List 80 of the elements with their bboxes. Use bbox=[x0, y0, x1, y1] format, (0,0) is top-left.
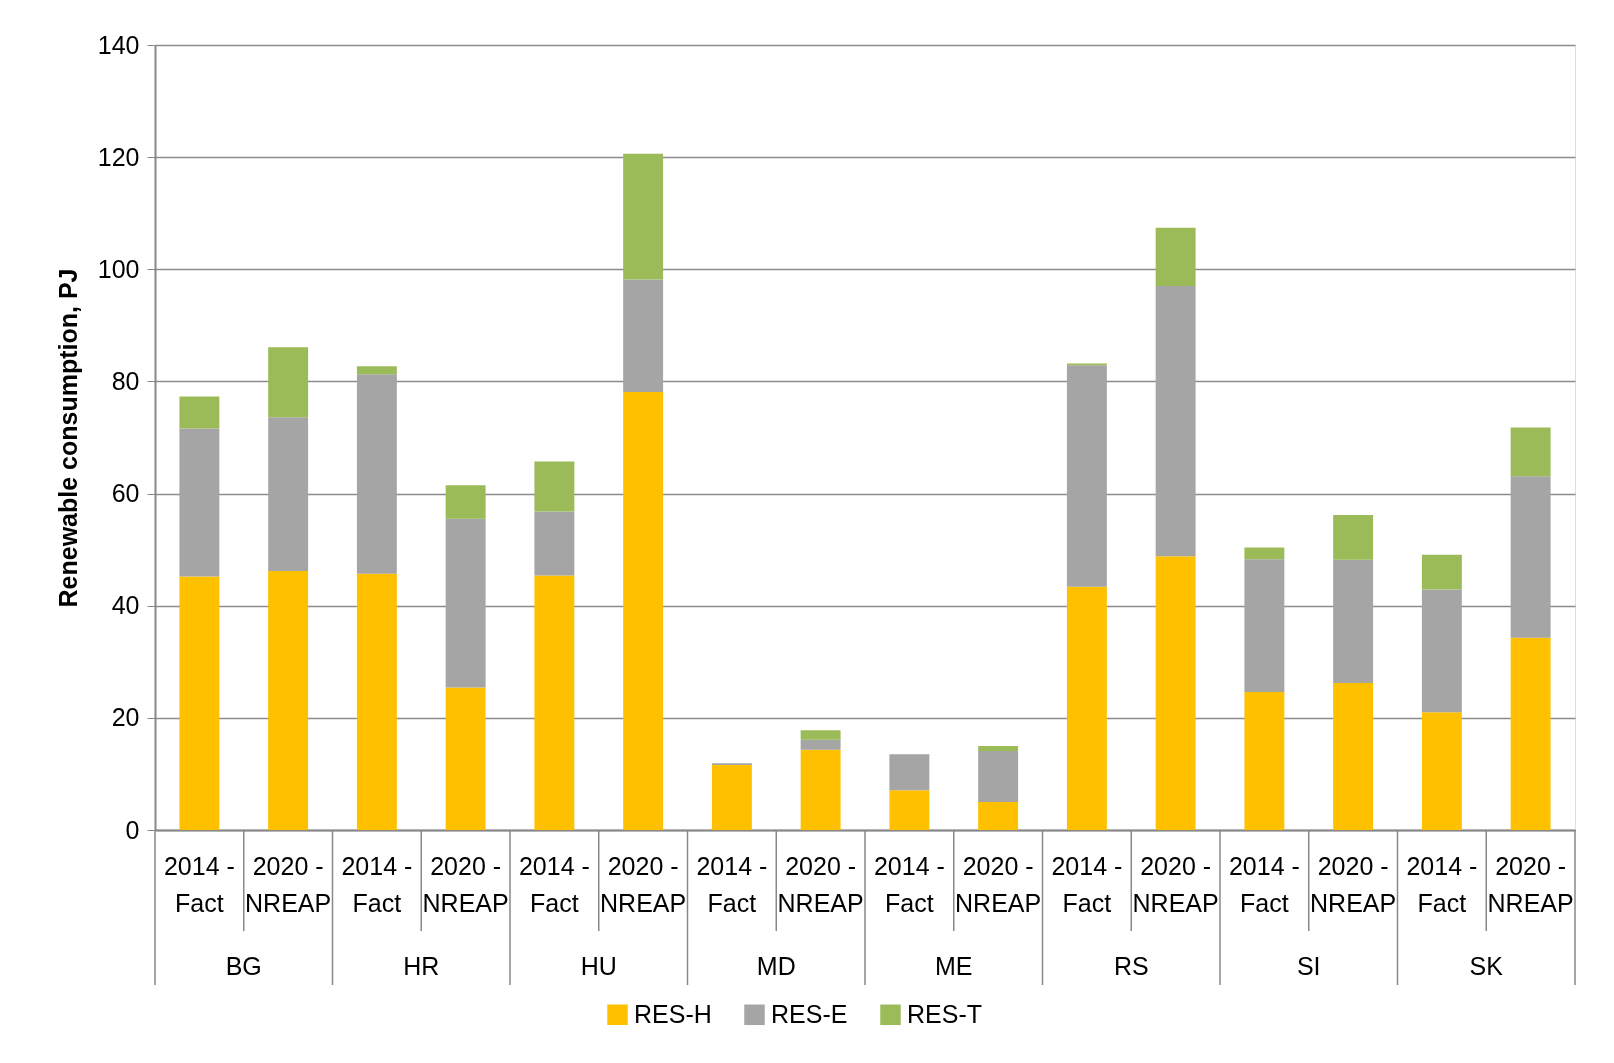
y-tick-label: 40 bbox=[111, 591, 140, 620]
bar bbox=[268, 417, 309, 571]
bar bbox=[179, 428, 220, 577]
bar bbox=[623, 392, 664, 830]
x-tick-label: 2020 - NREAP bbox=[600, 851, 687, 917]
text: BG bbox=[225, 952, 262, 980]
bar bbox=[889, 790, 930, 830]
bar bbox=[1333, 514, 1374, 560]
text: SI bbox=[1296, 952, 1321, 980]
x-tick-label: 2020 - NREAP bbox=[1132, 851, 1219, 917]
bar bbox=[1066, 365, 1107, 587]
y-tick-label: 80 bbox=[111, 366, 140, 395]
bar bbox=[1510, 637, 1551, 830]
legend-label: RES-T bbox=[907, 999, 982, 1028]
bar bbox=[445, 518, 486, 688]
bar bbox=[978, 745, 1019, 751]
y-axis-title: Renewable consumption, PJ bbox=[53, 268, 82, 608]
x-tick-label: 2014 - Fact bbox=[1051, 851, 1123, 917]
x-tick-label: 2014 - Fact bbox=[341, 851, 413, 917]
x-tick-label: 2014 - Fact bbox=[873, 851, 945, 917]
text: SK bbox=[1469, 952, 1504, 980]
bar bbox=[445, 687, 486, 830]
x-tick-label: 2020 - NREAP bbox=[955, 851, 1042, 917]
bar bbox=[1421, 712, 1462, 830]
y-tick-label: 60 bbox=[111, 479, 140, 508]
bar bbox=[800, 749, 841, 830]
x-tick-label: 2014 - Fact bbox=[163, 851, 235, 917]
bar bbox=[179, 576, 220, 830]
text: RS bbox=[1113, 952, 1149, 980]
bar bbox=[1155, 286, 1196, 557]
x-tick-label: 2020 - NREAP bbox=[245, 851, 332, 917]
bar bbox=[1510, 427, 1551, 477]
legend-label: RES-H bbox=[634, 999, 712, 1028]
text: ME bbox=[935, 952, 973, 980]
text: HU bbox=[580, 952, 617, 980]
x-tick-label: 2020 - NREAP bbox=[422, 851, 509, 917]
x-tick-label: 2020 - NREAP bbox=[777, 851, 864, 917]
y-tick-label: 120 bbox=[97, 142, 140, 171]
bar bbox=[1421, 554, 1462, 590]
bar bbox=[534, 575, 575, 830]
bar bbox=[1421, 589, 1462, 713]
bar bbox=[1155, 556, 1196, 830]
x-tick-label: 2020 - NREAP bbox=[1310, 851, 1397, 917]
bar bbox=[1244, 692, 1285, 830]
bar bbox=[356, 374, 397, 574]
bar bbox=[1155, 227, 1196, 287]
x-tick-label: 2014 - Fact bbox=[696, 851, 768, 917]
bar bbox=[1244, 559, 1285, 693]
bar bbox=[800, 739, 841, 750]
text: HR bbox=[403, 952, 440, 980]
bar bbox=[1510, 476, 1551, 638]
bar bbox=[356, 573, 397, 830]
bar bbox=[268, 570, 309, 830]
bar bbox=[800, 730, 841, 740]
x-tick-label: 2014 - Fact bbox=[1228, 851, 1300, 917]
bar bbox=[1333, 683, 1374, 830]
bar bbox=[1066, 586, 1107, 830]
x-tick-label: 2014 - Fact bbox=[518, 851, 590, 917]
x-tick-label: 2020 - NREAP bbox=[1487, 851, 1574, 917]
y-tick-label: 20 bbox=[111, 703, 140, 732]
bar bbox=[179, 396, 220, 429]
bar bbox=[268, 347, 309, 418]
bar bbox=[889, 754, 930, 791]
bar bbox=[978, 750, 1019, 802]
bar bbox=[978, 801, 1019, 830]
bar bbox=[1244, 547, 1285, 560]
bar bbox=[623, 279, 664, 393]
bar bbox=[356, 366, 397, 375]
legend-label: RES-E bbox=[771, 999, 848, 1028]
bar bbox=[1333, 559, 1374, 684]
bar bbox=[711, 764, 752, 830]
bar bbox=[534, 461, 575, 512]
y-tick-label: 0 bbox=[125, 815, 140, 844]
bar bbox=[445, 485, 486, 519]
text: MD bbox=[756, 952, 796, 980]
bar bbox=[534, 511, 575, 576]
y-tick-label: 140 bbox=[97, 30, 140, 59]
x-tick-label: 2014 - Fact bbox=[1406, 851, 1478, 917]
bar bbox=[623, 153, 664, 280]
y-tick-label: 100 bbox=[97, 254, 140, 283]
